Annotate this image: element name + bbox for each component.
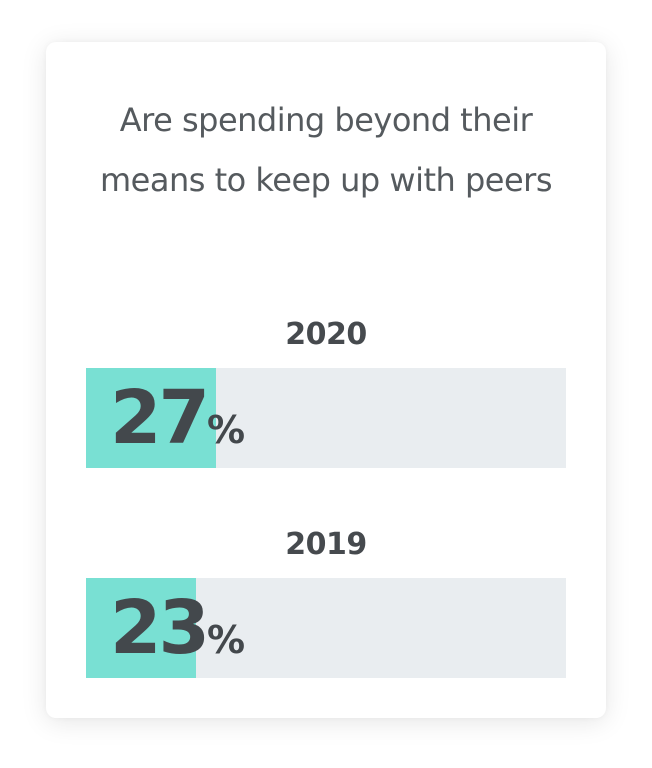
value-label-2020: 27%	[110, 376, 245, 460]
value-number-2020: 27	[110, 375, 210, 461]
percent-sign-2020: %	[206, 408, 246, 452]
bar-fill-2020	[86, 368, 216, 468]
value-number-2019: 23	[110, 585, 210, 671]
chart-title: Are spending beyond their means to keep …	[100, 101, 552, 199]
category-label-2020: 2020	[285, 317, 367, 352]
category-label-2019: 2019	[285, 527, 367, 562]
value-label-2019: 23%	[110, 586, 245, 670]
chart-card: Are spending beyond their means to keep …	[46, 42, 606, 718]
bar-group-2019: 2019 23%	[86, 527, 566, 678]
bar-track-2020: 27%	[86, 368, 566, 468]
bar-track-2019: 23%	[86, 578, 566, 678]
bar-fill-2019	[86, 578, 196, 678]
percent-sign-2019: %	[206, 618, 246, 662]
bar-group-2020: 2020 27%	[86, 317, 566, 468]
